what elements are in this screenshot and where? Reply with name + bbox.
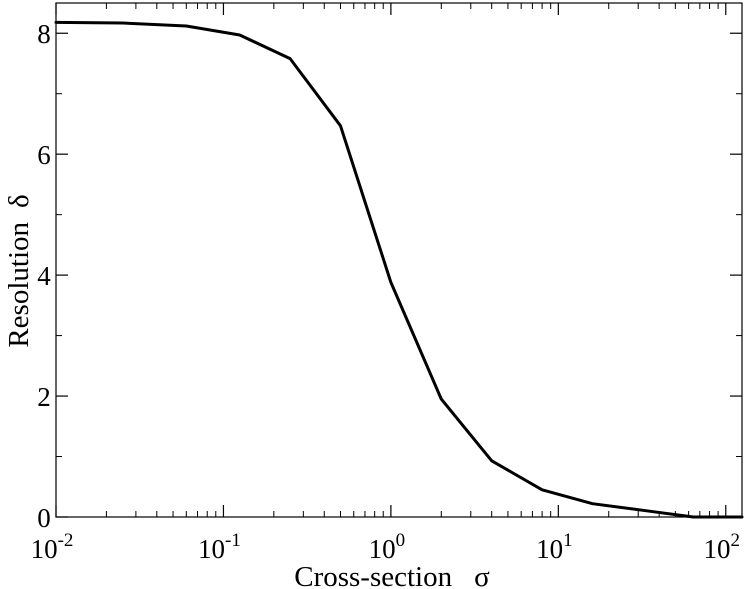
series-group [54, 20, 744, 519]
y-axis-label: Resolutionδ [3, 194, 35, 347]
plot-frame [55, 2, 743, 518]
series-line [54, 20, 744, 519]
axes [55, 2, 743, 518]
x-axis-label: Cross-section σ [294, 561, 490, 589]
x-tick-label: 10-2 [31, 530, 74, 564]
y-axis-ticks: 0 2 4 6 8 [37, 19, 742, 533]
y-tick-label: 4 [37, 261, 51, 291]
y-tick-label: 6 [37, 140, 51, 170]
x-tick-label: 102 [704, 530, 741, 564]
x-tick-label: 101 [536, 530, 573, 564]
y-tick-label: 2 [37, 382, 51, 412]
x-tick-label: 100 [369, 530, 406, 564]
x-tick-label: 10-1 [198, 530, 241, 564]
y-tick-label: 8 [37, 19, 51, 49]
y-tick-label: 0 [37, 503, 51, 533]
x-axis-ticks: 10-2 10-1 100 101 102 [31, 3, 740, 564]
